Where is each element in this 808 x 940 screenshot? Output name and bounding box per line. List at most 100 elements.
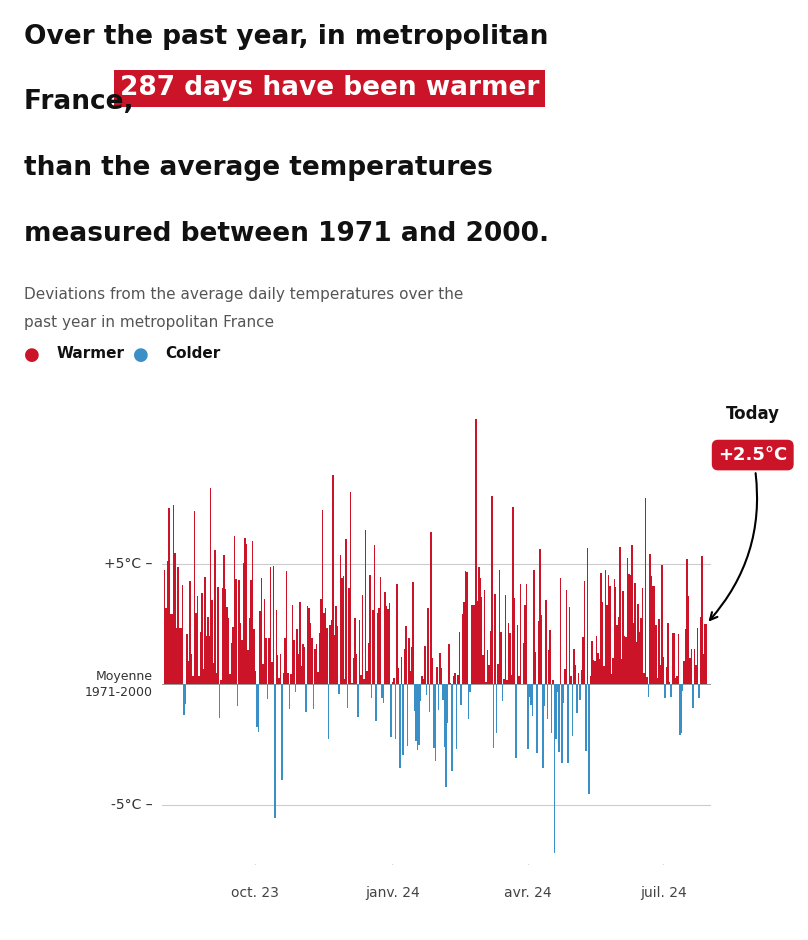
Bar	[472, 604, 473, 684]
Bar	[415, 684, 417, 742]
Bar	[618, 617, 620, 684]
Bar	[393, 679, 394, 684]
Bar	[670, 684, 671, 697]
Bar	[204, 577, 205, 684]
Bar	[198, 676, 200, 684]
Bar	[539, 549, 541, 684]
Text: +2.5°C: +2.5°C	[710, 446, 787, 620]
Bar	[327, 684, 329, 740]
Bar	[535, 652, 536, 684]
Bar	[267, 684, 268, 698]
Bar	[179, 628, 180, 684]
Bar	[592, 660, 594, 684]
Bar	[466, 572, 468, 684]
Bar	[615, 587, 617, 684]
Bar	[309, 623, 311, 684]
Bar	[530, 684, 532, 705]
Bar	[441, 667, 442, 684]
Bar	[688, 596, 689, 684]
Bar	[440, 653, 441, 684]
Bar	[219, 684, 221, 718]
Bar	[356, 654, 357, 684]
Bar	[671, 634, 673, 684]
Bar	[348, 588, 350, 684]
Bar	[201, 593, 203, 684]
Bar	[533, 571, 535, 684]
Bar	[375, 684, 377, 721]
Bar	[509, 633, 511, 684]
Bar	[498, 665, 499, 684]
Bar	[583, 581, 585, 684]
Bar	[200, 633, 201, 684]
Bar	[557, 684, 558, 692]
Bar	[685, 629, 687, 684]
Bar	[246, 543, 247, 684]
Bar	[253, 629, 255, 684]
Bar	[667, 623, 668, 684]
Bar	[359, 619, 360, 684]
Bar	[666, 667, 667, 684]
Bar	[569, 606, 570, 684]
Bar	[548, 650, 549, 684]
Bar	[389, 603, 390, 684]
Bar	[438, 684, 440, 710]
Bar	[486, 682, 487, 684]
Bar	[277, 654, 279, 684]
Bar	[523, 643, 524, 684]
Bar	[183, 684, 185, 715]
Bar	[302, 644, 304, 684]
Bar	[460, 684, 461, 705]
Bar	[477, 602, 478, 684]
Bar	[494, 594, 496, 684]
Bar	[587, 548, 588, 684]
Bar	[700, 617, 701, 684]
Bar	[496, 684, 498, 733]
Bar	[377, 613, 378, 684]
Bar	[270, 567, 271, 684]
Bar	[542, 684, 544, 768]
Bar	[343, 576, 344, 684]
Bar	[214, 550, 216, 684]
Text: past year in metropolitan France: past year in metropolitan France	[24, 315, 275, 330]
Bar	[381, 684, 383, 698]
Bar	[488, 666, 490, 684]
Bar	[684, 661, 685, 684]
Bar	[265, 638, 267, 684]
Bar	[322, 510, 323, 684]
Bar	[424, 646, 426, 684]
Bar	[532, 684, 533, 716]
Bar	[238, 580, 240, 684]
Text: avr. 24: avr. 24	[504, 886, 552, 901]
Bar	[217, 588, 219, 684]
Bar	[311, 638, 313, 684]
Bar	[541, 615, 542, 684]
Bar	[655, 624, 657, 684]
Bar	[645, 497, 646, 684]
Bar	[634, 583, 636, 684]
Bar	[426, 684, 427, 696]
Bar	[251, 540, 253, 684]
Bar	[225, 589, 226, 684]
Bar	[679, 684, 680, 735]
Bar	[503, 679, 505, 684]
Bar	[528, 684, 530, 697]
Bar	[399, 684, 401, 768]
Bar	[182, 585, 183, 684]
Bar	[608, 574, 609, 684]
Bar	[366, 671, 368, 684]
Bar	[187, 661, 189, 684]
Bar	[205, 635, 207, 684]
Bar	[406, 684, 408, 745]
Bar	[237, 684, 238, 706]
Bar	[283, 673, 284, 684]
Text: Colder: Colder	[166, 346, 221, 361]
Bar	[518, 676, 520, 684]
Bar	[642, 588, 643, 684]
Bar	[401, 656, 402, 684]
Bar	[436, 667, 438, 684]
Text: Deviations from the average daily temperatures over the: Deviations from the average daily temper…	[24, 287, 464, 302]
Bar	[475, 419, 477, 684]
Bar	[164, 570, 166, 684]
Bar	[186, 634, 187, 684]
Bar	[255, 671, 256, 684]
